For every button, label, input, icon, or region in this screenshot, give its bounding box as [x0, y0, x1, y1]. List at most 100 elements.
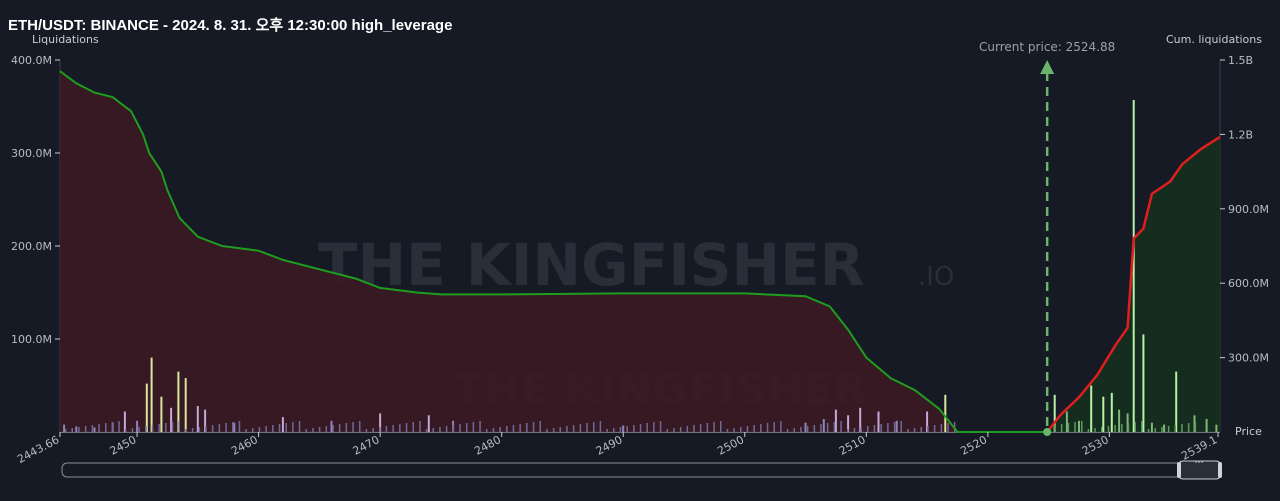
liquidation-bar	[1161, 427, 1163, 432]
liquidation-bar	[330, 420, 333, 432]
liquidation-bar	[619, 427, 622, 432]
liquidation-bar	[1053, 394, 1056, 432]
liquidation-bar	[205, 426, 207, 432]
liquidation-bar	[372, 428, 374, 432]
liquidation-bar	[552, 428, 555, 432]
liquidation-bar	[760, 424, 762, 432]
liquidation-bar	[145, 426, 147, 432]
x-tick-label: 2450	[108, 433, 139, 458]
liquidation-bar	[419, 421, 421, 432]
liquidation-bar	[1141, 421, 1143, 432]
liquidation-bar	[944, 394, 947, 432]
liquidation-bar	[1054, 425, 1056, 432]
liquidation-bar	[298, 421, 301, 432]
liquidation-bar	[606, 429, 608, 432]
liquidation-bar	[526, 423, 528, 432]
liquidation-bar	[338, 424, 341, 432]
liquidation-bar	[177, 371, 180, 432]
liquidation-bar	[265, 426, 267, 432]
liquidation-bar	[136, 420, 139, 432]
liquidation-bar	[1090, 385, 1093, 432]
liquidation-bar	[539, 421, 541, 432]
liquidation-bar	[833, 422, 836, 432]
liquidation-bar	[1118, 409, 1121, 432]
liquidation-bar	[281, 417, 284, 432]
liquidation-bar	[686, 426, 689, 432]
liquidation-bar	[1078, 420, 1080, 432]
liquidation-bar	[439, 427, 441, 432]
liquidation-bar	[160, 396, 163, 432]
liquidation-bar	[138, 427, 140, 432]
y-left-tick-label: 400.0M	[11, 54, 52, 67]
liquidation-bar	[93, 427, 96, 432]
liquidation-bar	[1167, 426, 1170, 432]
scrollbar-track	[61, 462, 1222, 478]
liquidation-bar	[706, 423, 709, 432]
liquidation-bar	[900, 421, 902, 432]
liquidation-bar	[1175, 371, 1178, 432]
liquidation-bar	[559, 427, 561, 432]
liquidation-bar	[105, 423, 107, 432]
y-right-tick-label: 1.2B	[1228, 128, 1253, 141]
liquidation-bar	[196, 406, 199, 432]
x-axis-label: Price	[1235, 425, 1262, 438]
liquidation-bar	[1107, 426, 1110, 432]
liquidation-bar	[1067, 423, 1070, 432]
liquidation-bar	[646, 423, 648, 432]
x-tick-label: 2460	[229, 433, 260, 458]
liquidation-bar	[766, 423, 769, 432]
liquidation-bar	[359, 421, 361, 432]
liquidation-bar	[840, 421, 842, 432]
x-tick-label: 2500	[715, 433, 746, 458]
liquidation-bar	[1127, 423, 1130, 432]
liquidation-bar	[834, 409, 837, 432]
liquidation-bar	[379, 427, 381, 432]
range-scrollbar[interactable]	[61, 460, 1222, 480]
liquidation-bar	[1154, 428, 1156, 432]
liquidation-bar	[1126, 413, 1129, 432]
liquidation-bar	[198, 427, 201, 432]
liquidation-bar	[452, 425, 455, 432]
liquidation-bar	[178, 421, 180, 432]
chart-title: ETH/USDT: BINANCE - 2024. 8. 31. 오후 12:3…	[8, 17, 453, 34]
liquidation-bar	[1065, 411, 1068, 432]
liquidation-bar	[927, 426, 929, 432]
liquidation-bar	[272, 425, 274, 432]
liquidation-bar	[305, 429, 307, 432]
liquidation-bar	[780, 421, 782, 432]
liquidation-bar	[184, 378, 187, 432]
liquidation-bar	[63, 424, 66, 432]
liquidation-bar	[427, 415, 430, 432]
y-right-tick-label: 900.0M	[1228, 203, 1269, 216]
liquidation-bar	[877, 411, 880, 432]
liquidation-bar	[486, 429, 488, 432]
y-right-tick-label: 1.5B	[1228, 54, 1253, 67]
x-tick-label: 2490	[594, 433, 625, 458]
liquidation-bar	[204, 409, 207, 432]
liquidation-bar	[699, 424, 702, 432]
liquidation-bar	[345, 423, 348, 432]
liquidation-bar	[1102, 396, 1105, 432]
liquidation-bar	[365, 429, 368, 432]
liquidation-bar	[225, 423, 227, 432]
liquidation-bar	[679, 427, 682, 432]
liquidation-bars	[63, 100, 1218, 432]
liquidation-bar	[773, 422, 775, 432]
liquidation-bar	[753, 425, 755, 432]
liquidation-bar	[666, 429, 668, 432]
liquidation-bar	[895, 420, 898, 432]
liquidation-bar	[873, 425, 876, 432]
watermark-text-large: THE KINGFISHER	[318, 231, 864, 299]
y-left-tick-label: 200.0M	[11, 240, 52, 253]
x-tick-label: 2510	[837, 433, 868, 458]
liquidation-bar	[1101, 427, 1103, 432]
y-left-tick-label: 300.0M	[11, 147, 52, 160]
liquidation-bar	[793, 428, 795, 432]
liquidation-bar	[71, 428, 73, 432]
liquidation-bar	[519, 424, 521, 432]
liquidation-bar	[84, 426, 87, 432]
liquidation-bar	[131, 428, 134, 432]
liquidation-bar	[633, 425, 635, 432]
liquidation-bar	[726, 429, 729, 432]
